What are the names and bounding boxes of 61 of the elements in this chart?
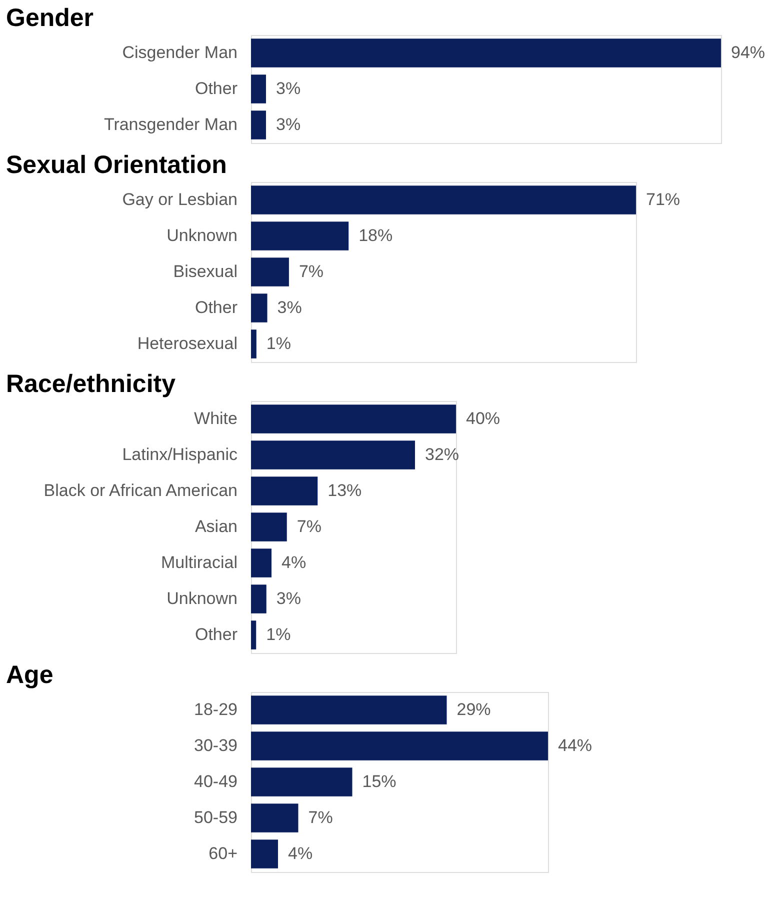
bar [251,548,272,578]
y-tick-label: 60+ [208,844,238,863]
y-tick-label: Other [194,298,238,317]
y-tick-label: 18-29 [194,700,238,719]
y-tick-label: Unknown [166,226,238,245]
data-label: 94% [731,43,766,62]
bar [251,404,456,434]
y-tick-label: Transgender Man [104,115,238,134]
data-label: 7% [296,517,322,536]
bar [251,512,287,542]
y-tick-label: Other [194,625,238,644]
data-label: 18% [358,226,393,245]
data-label: 3% [276,115,301,134]
data-label: 1% [266,625,291,644]
data-label: 32% [425,445,460,464]
y-tick-label: Other [194,79,238,98]
data-label: 7% [308,808,333,827]
bar [251,186,636,214]
text: Gender [6,4,94,32]
data-label: 71% [646,190,680,209]
data-label: 3% [277,298,302,317]
bar [251,330,256,358]
chart-title: Race/ethnicity [6,370,176,398]
y-tick-label: Black or African American [44,481,238,500]
data-label: 29% [456,700,491,719]
y-tick-label: Multiracial [160,553,238,572]
data-label: 15% [362,772,396,791]
bar [251,696,447,724]
bar [251,840,278,868]
bar [251,584,266,614]
data-label: 44% [558,736,592,755]
y-tick-label: Asian [194,517,238,536]
y-tick-label: Latinx/Hispanic [122,445,238,464]
y-tick-label: 50-59 [194,808,238,827]
data-label: 3% [276,589,301,608]
bar [251,804,298,832]
y-tick-label: Cisgender Man [122,43,238,62]
data-label: 7% [298,262,324,281]
data-label: 40% [466,409,500,428]
y-tick-label: Unknown [166,589,238,608]
bar [251,476,318,506]
chart-title: Sexual Orientation [6,151,227,179]
bar [251,732,548,760]
text: Age [6,661,54,689]
data-label: 1% [266,334,291,353]
bar [251,440,415,470]
bar [251,294,268,322]
bar [251,222,349,250]
y-tick-label: Heterosexual [137,334,238,353]
y-tick-label: Bisexual [173,262,238,281]
bar [251,768,352,796]
y-tick-label: White [194,409,238,428]
y-tick-label: 30-39 [194,736,238,755]
y-tick-label: Gay or Lesbian [122,190,238,209]
data-label: 3% [276,79,301,98]
data-label: 4% [288,844,313,863]
bar [251,258,289,286]
y-tick-label: 40-49 [194,772,238,791]
bar [251,620,256,650]
data-label: 4% [282,553,306,572]
data-label: 13% [328,481,362,500]
